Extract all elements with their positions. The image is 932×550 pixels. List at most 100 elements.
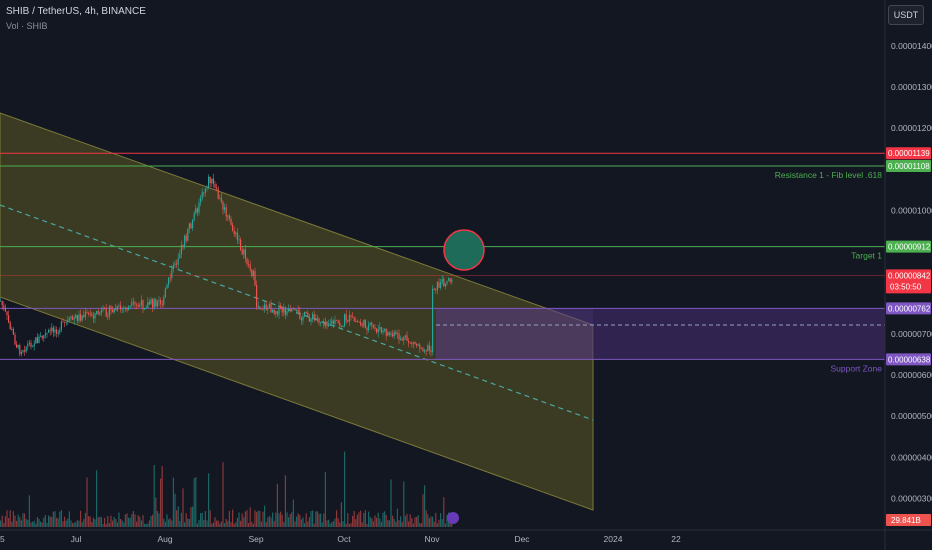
volume-bar xyxy=(329,523,331,527)
volume-bar xyxy=(123,522,125,527)
volume-bar xyxy=(166,514,168,527)
candle-body xyxy=(433,288,435,290)
candle-body xyxy=(76,315,78,321)
last-price-badge xyxy=(886,269,931,294)
volume-bar xyxy=(336,510,338,527)
candle-body xyxy=(430,350,432,352)
candle-body xyxy=(419,344,421,349)
candle-body xyxy=(44,333,46,336)
price-tick: 0.00001200 xyxy=(891,123,932,133)
price-tick: 0.00000300 xyxy=(891,493,932,503)
candle-body xyxy=(180,244,182,255)
volume-bar xyxy=(296,516,298,527)
candle-body xyxy=(340,325,342,328)
volume-bar xyxy=(416,516,418,527)
candle-body xyxy=(297,310,299,312)
volume-bar xyxy=(419,523,421,527)
volume-bar xyxy=(257,510,259,527)
volume-bar xyxy=(400,516,402,527)
volume-bar xyxy=(46,522,48,527)
candle-body xyxy=(59,329,61,333)
candle-body xyxy=(48,330,50,333)
volume-bar xyxy=(361,522,363,527)
candle-body xyxy=(140,300,142,306)
candle-body xyxy=(216,187,218,189)
countdown-text: 03:50:50 xyxy=(890,282,922,291)
price-tick: 0.00000500 xyxy=(891,411,932,421)
volume-bar xyxy=(251,521,253,527)
volume-bar xyxy=(161,466,163,527)
volume-bar xyxy=(176,510,178,527)
volume-bar xyxy=(324,472,326,527)
candle-body xyxy=(233,230,235,234)
volume-bar xyxy=(241,513,243,527)
volume-bar xyxy=(44,515,46,527)
candle-body xyxy=(420,348,422,350)
volume-bar xyxy=(88,516,90,527)
candle-body xyxy=(284,307,286,315)
volume-bar xyxy=(185,513,187,527)
volume-bar xyxy=(412,523,414,527)
candle-body xyxy=(318,318,320,323)
volume-bar xyxy=(73,522,75,527)
volume-bar xyxy=(212,522,214,527)
candle-body xyxy=(52,327,54,333)
volume-bar xyxy=(380,521,382,527)
volume-bar xyxy=(441,519,443,527)
candle-body xyxy=(27,344,29,347)
candle-body xyxy=(185,235,187,241)
candle-body xyxy=(302,316,304,321)
candle-body xyxy=(81,315,83,321)
candle-body xyxy=(379,327,381,329)
candle-body xyxy=(323,321,325,326)
candle-body xyxy=(353,317,355,321)
price-badge-text: 0.00000762 xyxy=(888,304,931,313)
volume-bar xyxy=(278,513,280,527)
candle-body xyxy=(440,282,442,288)
candle-body xyxy=(30,342,32,347)
candle-body xyxy=(160,300,162,304)
candle-body xyxy=(208,176,210,188)
volume-bar xyxy=(6,510,8,527)
candle-body xyxy=(417,344,419,346)
volume-bar xyxy=(366,523,368,527)
volume-bar xyxy=(147,523,149,527)
volume-bar xyxy=(356,514,358,527)
volume-bar xyxy=(275,512,277,527)
volume-bar xyxy=(22,513,24,527)
volume-bar xyxy=(235,522,237,527)
volume-bar xyxy=(352,515,354,527)
volume-bar xyxy=(59,511,61,527)
time-tick: Dec xyxy=(514,534,530,544)
candle-body xyxy=(398,333,400,340)
candle-body xyxy=(272,309,274,313)
candle-body xyxy=(56,329,58,334)
candle-body xyxy=(235,232,237,234)
volume-bar xyxy=(283,522,285,527)
candle-body xyxy=(129,305,131,307)
candle-body xyxy=(8,315,10,323)
candle-body xyxy=(40,335,42,337)
volume-bar xyxy=(3,522,5,527)
volume-bar xyxy=(48,515,50,527)
candle-body xyxy=(84,312,86,317)
candle-body xyxy=(368,324,370,331)
candle-body xyxy=(92,315,94,319)
volume-bar xyxy=(403,481,405,527)
volume-bar xyxy=(332,521,334,527)
candle-body xyxy=(230,218,232,225)
candle-body xyxy=(384,328,386,331)
candle-body xyxy=(366,328,368,331)
volume-bar xyxy=(315,511,317,527)
volume-bar xyxy=(206,520,208,527)
candle-body xyxy=(156,301,158,307)
candle-body xyxy=(131,302,133,306)
candle-body xyxy=(393,332,395,337)
volume-bar xyxy=(302,517,304,527)
volume-bar xyxy=(144,523,146,527)
volume-bar xyxy=(244,511,246,527)
currency-button[interactable]: USDT xyxy=(888,5,924,25)
volume-bar xyxy=(368,511,370,527)
candle-body xyxy=(83,315,85,317)
